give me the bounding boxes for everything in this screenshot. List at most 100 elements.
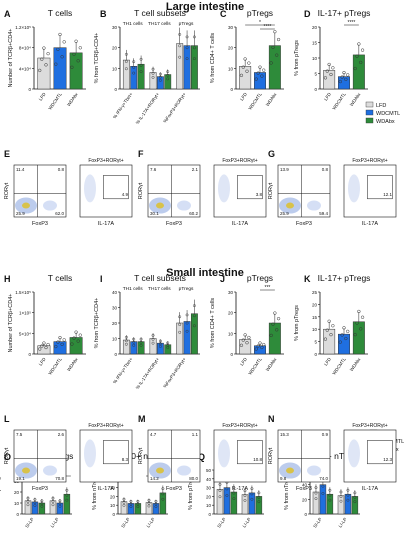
gate-box	[103, 440, 129, 465]
data-point	[33, 504, 37, 507]
data-point	[40, 504, 44, 508]
data-point	[139, 340, 143, 344]
chart-K: K IL-17+ pTregs 0 5 10 15 20 25 % from pTregs LFD…	[294, 273, 370, 376]
bar	[352, 54, 365, 90]
cell-cluster	[307, 200, 321, 211]
cell-cluster-core	[156, 467, 164, 474]
cell-cluster-core	[286, 202, 294, 209]
data-point	[62, 40, 66, 44]
data-point	[258, 341, 262, 345]
data-point	[178, 323, 182, 326]
bar	[326, 493, 334, 515]
data-point	[58, 335, 62, 340]
data-point	[158, 342, 162, 346]
bar	[53, 47, 67, 90]
gate-value: 12.1	[383, 192, 392, 197]
data-point	[260, 345, 264, 350]
bar	[130, 66, 138, 90]
data-point	[340, 333, 344, 337]
cell-cluster	[177, 465, 191, 476]
data-point	[271, 45, 275, 49]
data-point	[360, 48, 365, 52]
data-point	[136, 505, 140, 509]
group-label: pTregs	[179, 21, 194, 27]
chart-title: pTregs	[247, 8, 273, 18]
data-point	[58, 32, 62, 37]
bar	[149, 72, 157, 90]
bar	[63, 493, 71, 515]
quadrant-value: 2.1	[192, 167, 199, 172]
data-point	[158, 344, 162, 348]
bar	[164, 74, 172, 90]
y-axis-label: % from pTregs	[294, 40, 300, 76]
y-axis-label: RORγt	[268, 447, 274, 464]
y-tick-label: 8×10⁴	[19, 46, 31, 51]
data-point	[218, 489, 222, 493]
y-tick-label: 10	[312, 327, 318, 332]
quadrant-value: 80.0	[189, 476, 198, 481]
data-point	[275, 328, 279, 332]
quadrant-value: 4.7	[150, 432, 157, 437]
gate-title: FoxP3+RORγt+	[352, 423, 387, 429]
panel-letter: L	[4, 414, 10, 424]
data-point	[76, 339, 80, 343]
x-tick-label: WDCMTL	[331, 91, 347, 110]
data-point	[325, 328, 329, 332]
y-tick-label: 10	[112, 66, 118, 71]
data-point	[74, 330, 78, 334]
quadrant-value: 60.2	[189, 211, 198, 216]
gate-box	[367, 440, 393, 465]
x-tick-label: LFD	[239, 91, 248, 101]
quadrant-value: 0.8	[322, 167, 329, 172]
data-point	[65, 498, 69, 502]
bar	[137, 63, 145, 90]
bar	[183, 45, 191, 90]
x-tick-label: SI-LP	[216, 517, 227, 529]
data-point	[38, 347, 42, 351]
data-point	[323, 76, 328, 80]
data-point	[321, 484, 325, 488]
data-point	[192, 314, 196, 318]
bar	[122, 59, 130, 90]
data-point	[262, 342, 266, 347]
data-point	[338, 79, 342, 84]
x-tick-label: WDCMTL	[47, 91, 63, 110]
data-point	[132, 71, 136, 75]
y-tick-label: 10	[312, 56, 318, 61]
data-point	[218, 495, 222, 499]
data-point	[147, 498, 151, 502]
data-point	[62, 338, 66, 342]
data-point	[273, 311, 277, 315]
flow-panel-E: E 11.4 0.8 25.9 62.0 FoxP3 RORγt FoxP3+RORγt+ 4.…	[4, 149, 133, 227]
data-point	[139, 64, 143, 67]
flow-panel-G: G 13.9 0.8 25.9 59.4 FoxP3 RORγt FoxP3+RORγt+ 12…	[268, 149, 397, 227]
y-tick-label: 0	[28, 352, 31, 357]
data-point	[355, 54, 359, 58]
data-point	[154, 502, 158, 506]
y-tick-label: 40	[302, 483, 308, 488]
quadrant-value: 62.0	[55, 211, 64, 216]
data-point	[262, 68, 266, 72]
quadrant-value: 74.0	[319, 476, 328, 481]
data-point	[225, 494, 229, 497]
data-point	[33, 501, 37, 504]
data-point	[60, 55, 64, 59]
data-point	[258, 65, 262, 69]
quadrant-value: 7.6	[150, 167, 157, 172]
significance-label: *	[259, 20, 261, 26]
y-axis-label: % from TCRβ+CD4+	[94, 33, 100, 84]
data-point	[154, 499, 158, 503]
data-point	[192, 304, 196, 308]
x-tick-label: % IFN-γ+Tbet+	[112, 356, 134, 384]
y-tick-label: 15	[312, 41, 318, 46]
cell-cluster	[218, 439, 230, 468]
data-point	[218, 483, 222, 486]
data-point	[256, 344, 260, 348]
y-tick-label: 20	[110, 494, 116, 499]
data-point	[245, 69, 249, 73]
section-title-small-intestine: Small intestine	[166, 267, 244, 279]
y-axis-label: % from nTregs	[284, 474, 290, 510]
data-point	[339, 490, 343, 494]
